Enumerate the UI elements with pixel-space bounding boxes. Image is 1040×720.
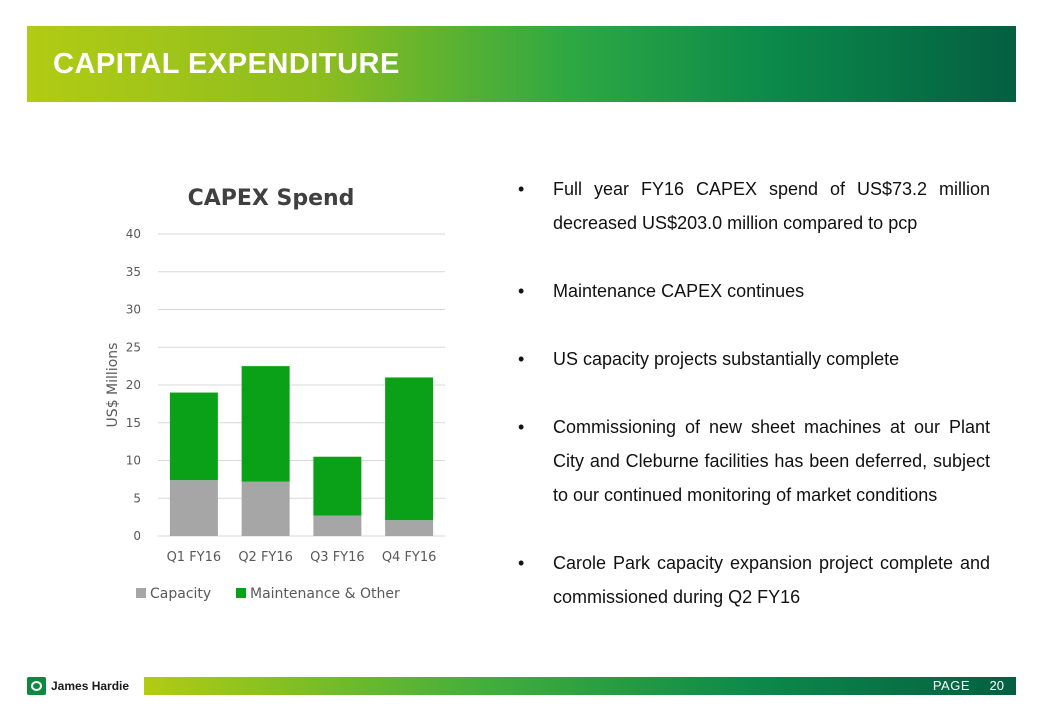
bullet-text: Carole Park capacity expansion project c…: [553, 553, 990, 607]
y-tick-label: 0: [133, 529, 141, 543]
y-tick-label: 40: [126, 227, 141, 241]
bullet-text: Commissioning of new sheet machines at o…: [553, 417, 990, 505]
legend-swatch: [136, 588, 146, 598]
bar-capacity: [313, 515, 362, 536]
y-tick-label: 25: [126, 340, 141, 354]
title-banner: CAPITAL EXPENDITURE: [27, 26, 1016, 102]
x-tick-label: Q2 FY16: [238, 550, 293, 565]
page-title: CAPITAL EXPENDITURE: [53, 48, 400, 80]
page-label: PAGE: [932, 678, 970, 693]
y-tick-label: 35: [126, 265, 141, 279]
bullet-list: • Full year FY16 CAPEX spend of US$73.2 m…: [516, 172, 990, 648]
legend-swatch: [236, 588, 246, 598]
x-tick-label: Q1 FY16: [167, 550, 222, 565]
bullet-item: • Carole Park capacity expansion project …: [518, 553, 990, 607]
bullet-item: • Full year FY16 CAPEX spend of US$73.2 m…: [518, 179, 990, 233]
bar-capacity: [169, 480, 218, 536]
x-tick-label: Q3 FY16: [310, 550, 365, 565]
company-logo: James Hardie: [27, 676, 129, 696]
bullet-item: • Maintenance CAPEX continues: [518, 281, 805, 301]
y-tick-label: 15: [126, 416, 141, 430]
bullet-text: US capacity projects substantially compl…: [553, 349, 900, 369]
bar-maintenance: [385, 377, 434, 521]
legend-label: Capacity: [150, 586, 211, 602]
chart-title: CAPEX Spend: [188, 186, 355, 211]
bullet-item: • Commissioning of new sheet machines at …: [518, 417, 990, 505]
y-tick-label: 30: [126, 303, 141, 317]
capex-chart: CAPEX Spend 0 5 10 15 20 25 30 35 40 Q1 FY16 Q2 F…: [105, 186, 445, 602]
footer-bar: PAGE 20: [144, 677, 1016, 695]
bullet-text: Maintenance CAPEX continues: [553, 281, 805, 301]
bar-maintenance: [241, 366, 290, 482]
bar-capacity: [385, 520, 434, 536]
bar-capacity: [241, 481, 290, 536]
bullet-item: • US capacity projects substantially comp…: [518, 349, 900, 369]
logo-mark-icon: [27, 677, 46, 695]
logo-text: James Hardie: [51, 679, 130, 693]
bar-maintenance: [313, 456, 362, 516]
y-tick-label: 10: [126, 454, 141, 468]
legend-label: Maintenance & Other: [250, 586, 400, 602]
y-tick-label: 20: [126, 378, 141, 392]
bullet-text: Full year FY16 CAPEX spend of US$73.2 mi…: [553, 179, 990, 233]
y-axis-label: US$ Millions: [105, 343, 121, 428]
y-tick-label: 5: [133, 491, 141, 505]
bar-maintenance: [169, 392, 218, 481]
page-number: 20: [989, 678, 1004, 693]
x-tick-label: Q4 FY16: [382, 550, 437, 565]
